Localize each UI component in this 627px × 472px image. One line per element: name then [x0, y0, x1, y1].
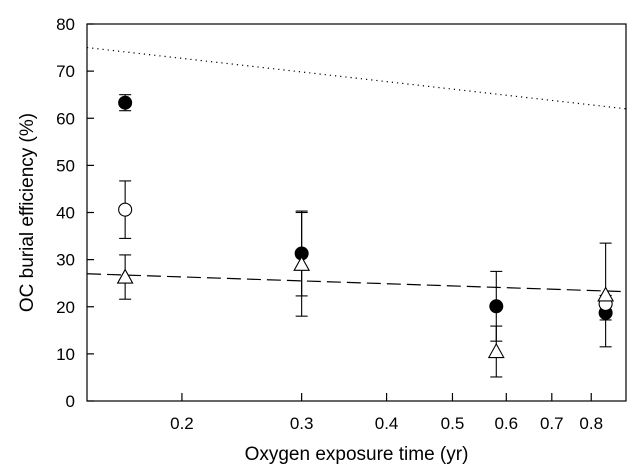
y-tick-label: 80 [56, 15, 75, 34]
x-tick-label: 0.2 [170, 414, 194, 433]
y-tick-label: 50 [56, 156, 75, 175]
dotted-line [86, 46, 627, 110]
open-circle-point [118, 202, 133, 217]
x-tick-label: 0.3 [290, 414, 314, 433]
open-triangle-point [116, 268, 134, 284]
filled-circle-point [489, 299, 504, 314]
x-tick-label: 0.4 [375, 414, 399, 433]
y-tick-label: 40 [56, 204, 75, 223]
y-tick-label: 70 [56, 62, 75, 81]
y-tick-label: 30 [56, 251, 75, 270]
open-triangle-point [293, 255, 311, 271]
open-triangle-point [597, 286, 615, 302]
y-axis: 0 10 20 30 40 50 60 70 80 [56, 15, 94, 411]
x-tick-label: 0.6 [494, 414, 518, 433]
open-triangle-point [487, 342, 505, 359]
x-tick-label: 0.5 [441, 414, 465, 433]
filled-circle-point [118, 95, 133, 110]
error-bars [119, 94, 612, 378]
data-points [116, 95, 615, 359]
y-tick-label: 10 [56, 345, 75, 364]
y-tick-label: 60 [56, 109, 75, 128]
y-axis-title: OC burial efficiency (%) [17, 113, 38, 312]
x-axis: 0.2 0.3 0.4 0.5 0.6 0.7 0.8 [170, 393, 603, 433]
plot-frame [86, 23, 627, 402]
fit-lines [86, 46, 627, 293]
x-axis-title: Oxygen exposure time (yr) [245, 444, 469, 465]
x-tick-label: 0.8 [579, 414, 603, 433]
y-tick-label: 0 [66, 392, 75, 411]
x-tick-label: 0.7 [540, 414, 564, 433]
dashed-line [86, 273, 627, 293]
y-tick-label: 20 [56, 298, 75, 317]
